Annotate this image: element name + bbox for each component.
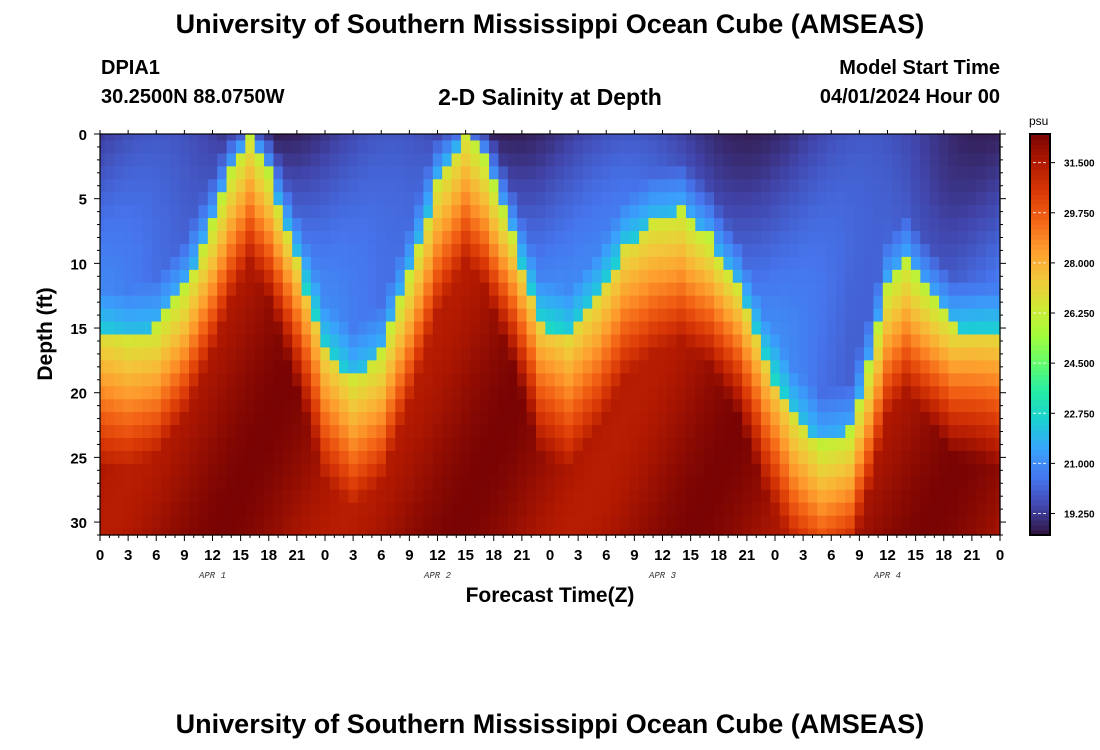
x-tick-label: 18	[260, 547, 277, 564]
x-tick-label: 3	[124, 547, 132, 564]
x-tick-label: 3	[799, 547, 807, 564]
day-label: APR 4	[873, 571, 901, 581]
x-tick-label: 9	[405, 547, 413, 564]
colorbar-tick-label: 22.750	[1064, 409, 1095, 420]
x-tick-label: 21	[739, 547, 756, 564]
page-title: University of Southern Mississippi Ocean…	[175, 9, 925, 39]
y-tick-label: 15	[70, 321, 87, 338]
footer-title: University of Southern Mississippi Ocean…	[175, 709, 925, 739]
colorbar-tick-label: 26.250	[1064, 309, 1095, 320]
x-tick-label: 6	[152, 547, 160, 564]
y-tick-label: 30	[70, 515, 87, 532]
x-tick-label: 0	[771, 547, 779, 564]
x-tick-label: 0	[321, 547, 329, 564]
x-tick-label: 3	[574, 547, 582, 564]
x-tick-label: 18	[710, 547, 727, 564]
colorbar-tick-label: 21.000	[1064, 459, 1095, 470]
x-tick-label: 6	[602, 547, 610, 564]
chart-title: 2-D Salinity at Depth	[438, 84, 662, 110]
x-axis-label: Forecast Time(Z)	[465, 584, 635, 607]
model-start-value: 04/01/2024 Hour 00	[819, 86, 1000, 108]
model-start-label: Model Start Time	[839, 57, 1000, 79]
y-tick-label: 5	[79, 192, 87, 209]
x-tick-label: 12	[879, 547, 896, 564]
x-tick-label: 15	[232, 547, 249, 564]
colorbar-tick-label: 24.500	[1064, 359, 1095, 370]
x-tick-label: 15	[907, 547, 924, 564]
y-tick-label: 10	[70, 256, 87, 273]
x-tick-label: 6	[377, 547, 385, 564]
x-tick-label: 0	[996, 547, 1004, 564]
x-tick-label: 21	[289, 547, 306, 564]
colorbar-tick-label: 19.250	[1064, 510, 1095, 521]
x-tick-label: 9	[180, 547, 188, 564]
x-tick-label: 6	[827, 547, 835, 564]
colorbar-tick-label: 29.750	[1064, 209, 1095, 220]
y-tick-label: 25	[70, 450, 87, 467]
y-tick-label: 0	[79, 127, 87, 144]
x-tick-label: 0	[96, 547, 104, 564]
x-tick-label: 15	[682, 547, 699, 564]
x-tick-label: 9	[630, 547, 638, 564]
x-tick-label: 12	[204, 547, 221, 564]
x-tick-label: 12	[429, 547, 446, 564]
day-label: APR 2	[423, 571, 452, 581]
heatmap-cells	[100, 134, 1001, 536]
x-tick-label: 12	[654, 547, 671, 564]
colorbar-frame	[1029, 133, 1051, 536]
colorbar-tick-label: 28.000	[1064, 259, 1095, 270]
y-tick-label: 20	[70, 386, 87, 403]
colorbar-unit-label: psu	[1029, 114, 1049, 128]
day-label: APR 3	[648, 571, 677, 581]
colorbar-gradient	[1030, 134, 1050, 536]
x-tick-label: 21	[514, 547, 531, 564]
x-tick-label: 15	[457, 547, 474, 564]
x-tick-label: 0	[546, 547, 554, 564]
day-label: APR 1	[198, 571, 226, 581]
x-tick-label: 21	[964, 547, 981, 564]
station-id: DPIA1	[101, 57, 160, 79]
station-coordinates: 30.2500N 88.0750W	[101, 86, 285, 108]
x-tick-label: 9	[855, 547, 863, 564]
colorbar-tick-label: 31.500	[1064, 159, 1095, 170]
x-tick-label: 18	[935, 547, 952, 564]
x-tick-label: 18	[485, 547, 502, 564]
x-tick-label: 3	[349, 547, 357, 564]
